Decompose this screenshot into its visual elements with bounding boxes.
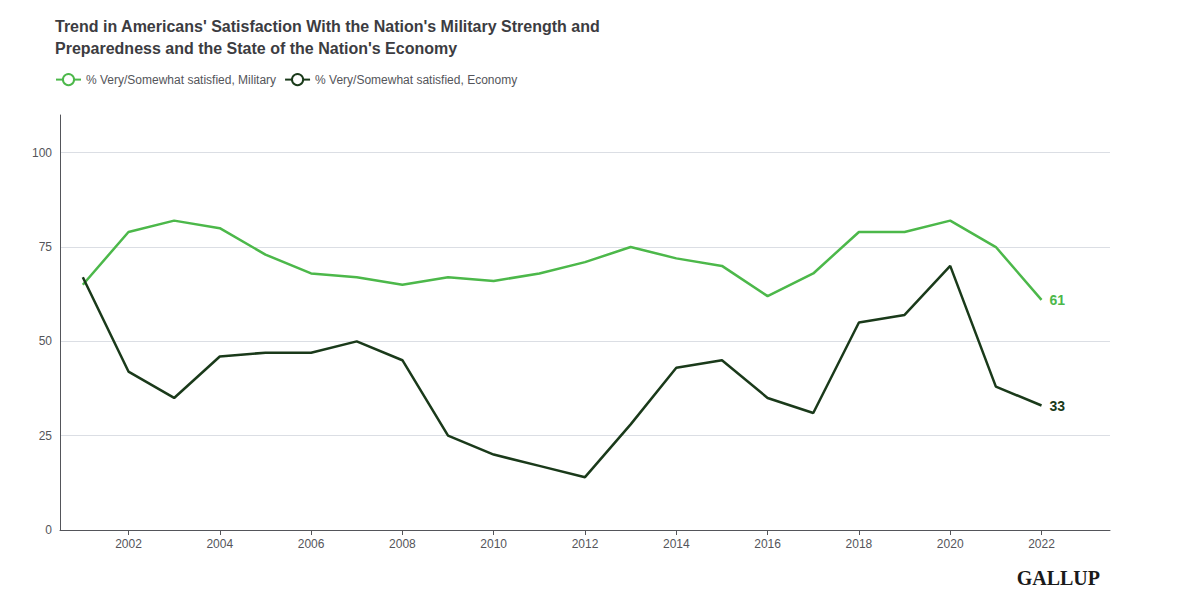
svg-text:100: 100 xyxy=(32,146,52,160)
svg-text:2016: 2016 xyxy=(754,537,781,551)
svg-text:0: 0 xyxy=(45,523,52,537)
svg-text:2020: 2020 xyxy=(937,537,964,551)
svg-text:61: 61 xyxy=(1050,292,1066,308)
svg-text:2022: 2022 xyxy=(1028,537,1055,551)
svg-text:25: 25 xyxy=(39,429,53,443)
svg-text:2006: 2006 xyxy=(298,537,325,551)
svg-text:2002: 2002 xyxy=(115,537,142,551)
svg-text:GALLUP: GALLUP xyxy=(1017,567,1100,589)
svg-text:% Very/Somewhat satisfied, Eco: % Very/Somewhat satisfied, Economy xyxy=(315,73,517,87)
svg-text:2008: 2008 xyxy=(389,537,416,551)
svg-text:2004: 2004 xyxy=(206,537,233,551)
svg-text:2010: 2010 xyxy=(480,537,507,551)
svg-text:50: 50 xyxy=(39,334,53,348)
svg-text:% Very/Somewhat satisfied, Mil: % Very/Somewhat satisfied, Military xyxy=(86,73,276,87)
svg-text:75: 75 xyxy=(39,240,53,254)
svg-text:2012: 2012 xyxy=(572,537,599,551)
svg-text:2014: 2014 xyxy=(663,537,690,551)
svg-text:33: 33 xyxy=(1050,398,1066,414)
svg-text:Preparedness and the State of: Preparedness and the State of the Nation… xyxy=(55,40,457,57)
svg-text:Trend in Americans' Satisfacti: Trend in Americans' Satisfaction With th… xyxy=(55,18,600,35)
svg-text:2018: 2018 xyxy=(846,537,873,551)
